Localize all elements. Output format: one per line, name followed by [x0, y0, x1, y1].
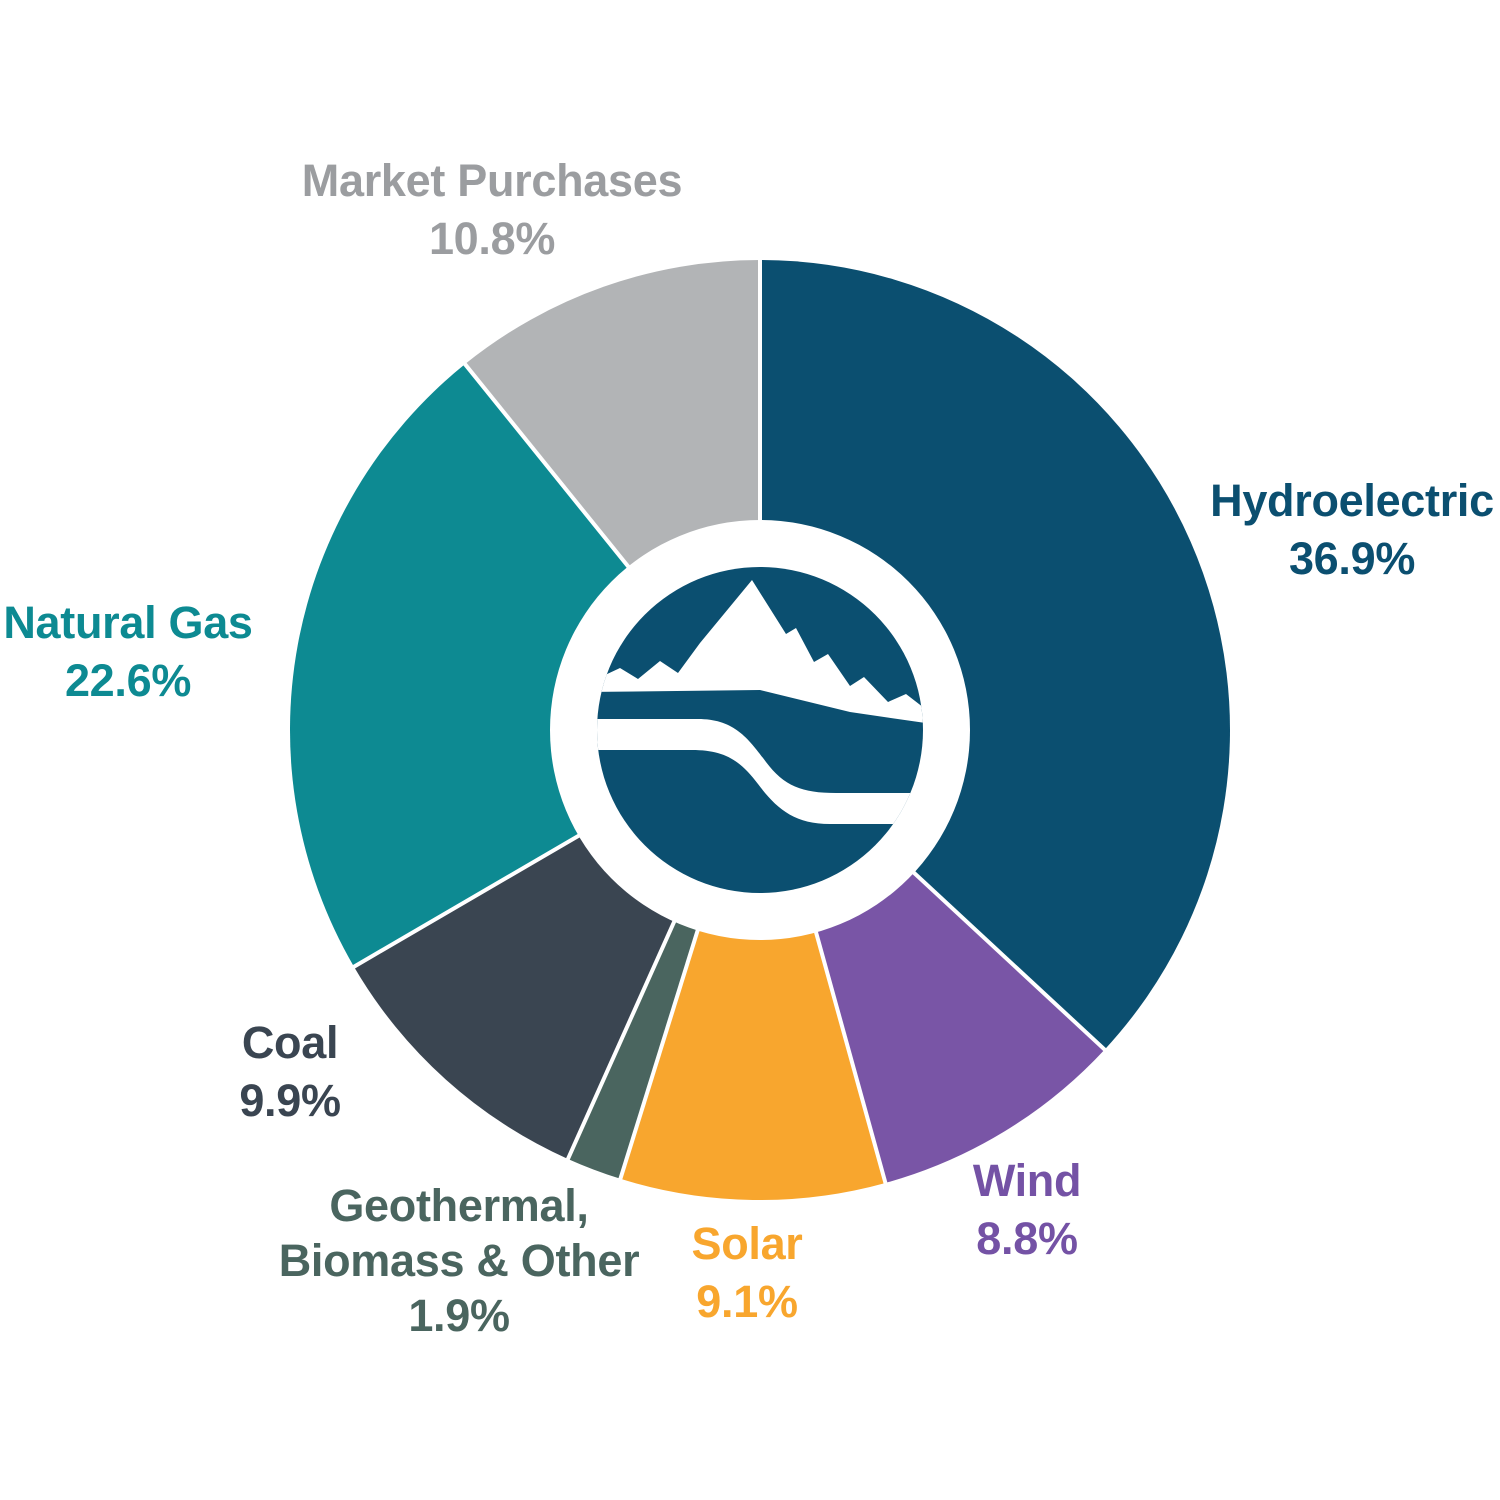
label-coal-name: Coal	[241, 1017, 339, 1068]
label-solar-name: Solar	[691, 1218, 803, 1269]
label-solar-pct: 9.1%	[696, 1276, 798, 1327]
label-geothermal-pct: 1.9%	[408, 1290, 510, 1341]
label-hydroelectric: Hydroelectric 36.9%	[1210, 472, 1494, 588]
slice-natural-gas	[290, 364, 760, 967]
mountain-river-logo-icon	[597, 567, 923, 893]
label-wind-name: Wind	[972, 1155, 1082, 1206]
label-natural-gas-name: Natural Gas	[3, 597, 253, 648]
label-coal-pct: 9.9%	[239, 1075, 341, 1126]
label-wind: Wind 8.8%	[972, 1152, 1082, 1268]
slice-hydroelectric	[760, 260, 1230, 1050]
label-market-purchases-pct: 10.8%	[428, 213, 556, 264]
label-natural-gas: Natural Gas 22.6%	[3, 594, 253, 710]
slice-solar	[620, 730, 886, 1200]
label-hydroelectric-name: Hydroelectric	[1210, 475, 1494, 526]
label-hydroelectric-pct: 36.9%	[1288, 533, 1416, 584]
label-geothermal-name: Geothermal, Biomass & Other	[278, 1180, 640, 1286]
label-coal: Coal 9.9%	[239, 1014, 341, 1130]
label-natural-gas-pct: 22.6%	[64, 655, 192, 706]
label-solar: Solar 9.1%	[691, 1215, 802, 1331]
label-wind-pct: 8.8%	[976, 1213, 1078, 1264]
label-geothermal-biomass-other: Geothermal, Biomass & Other 1.9%	[249, 1178, 669, 1343]
label-market-purchases: Market Purchases 10.8%	[301, 152, 683, 268]
label-market-purchases-name: Market Purchases	[301, 155, 683, 206]
